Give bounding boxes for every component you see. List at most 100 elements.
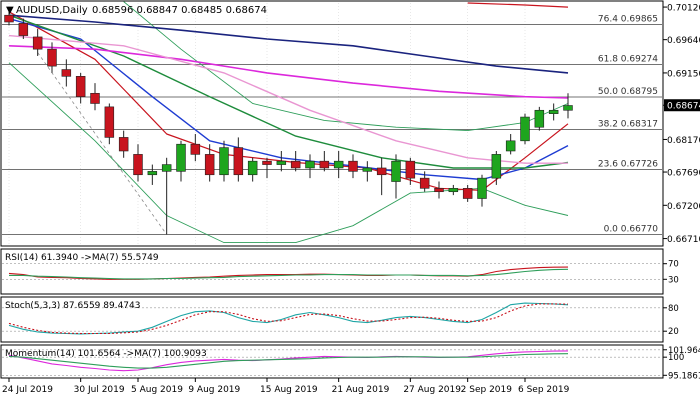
- candle-5: [75, 72, 86, 104]
- candle-body-19: [276, 160, 287, 165]
- candle-18: [262, 157, 272, 179]
- candle-9: [133, 144, 143, 182]
- candle-body-15: [219, 147, 229, 176]
- date-tick-label-6: 27 Aug 2019: [403, 385, 461, 395]
- candle-body-6: [90, 92, 100, 104]
- candle-6: [90, 83, 100, 111]
- date-tick-label-0: 24 Jul 2019: [2, 385, 53, 395]
- candle-14: [204, 144, 215, 182]
- candle-21: [305, 154, 315, 179]
- candle-body-34: [491, 154, 502, 179]
- candle-body-35: [505, 140, 516, 152]
- candle-26: [376, 157, 387, 196]
- candle-25: [362, 161, 373, 182]
- trend-dashed: [37, 52, 167, 235]
- moving-average-1: [8, 17, 569, 181]
- candle-39: [563, 93, 573, 119]
- candle-30: [434, 181, 444, 199]
- candle-body-2: [32, 36, 43, 50]
- candle-body-38: [548, 109, 559, 114]
- date-tick-label-4: 15 Aug 2019: [260, 385, 318, 395]
- candle-body-29: [419, 177, 430, 189]
- moving-average-4: [8, 45, 569, 99]
- candle-1: [18, 18, 29, 39]
- chart-header: ▼ AUDUSD,Daily 0.68596 0.68847 0.68485 0…: [6, 5, 267, 16]
- price-tick-label-7: 0.66710: [667, 235, 700, 245]
- candle-13: [190, 134, 201, 162]
- candle-body-5: [75, 76, 86, 97]
- date-tick-label-2: 5 Aug 2019: [131, 385, 183, 395]
- candle-body-9: [133, 154, 143, 176]
- date-tick-label-3: 9 Aug 2019: [188, 385, 240, 395]
- candle-body-8: [118, 137, 129, 152]
- bollinger-lower: [8, 62, 569, 244]
- rsi-tick-label-1: 30: [668, 275, 679, 285]
- candle-28: [405, 157, 416, 185]
- momentum-panel-frame: [0, 344, 664, 379]
- candle-body-14: [204, 154, 215, 176]
- candle-29: [419, 171, 430, 192]
- candle-body-22: [319, 160, 330, 169]
- fib-label-4: 23.6 0.67726: [598, 160, 658, 170]
- candle-body-3: [47, 48, 57, 67]
- last-price-box: [664, 99, 700, 112]
- candle-body-30: [434, 188, 444, 193]
- candle-8: [118, 130, 129, 158]
- candle-34: [491, 150, 502, 185]
- momentum-series-0: [8, 350, 569, 372]
- moving-average-3: [8, 14, 569, 74]
- fib-label-5: 0.0 0.66770: [604, 224, 659, 234]
- candle-body-0: [4, 14, 14, 23]
- candle-body-7: [104, 106, 115, 138]
- candle-body-28: [405, 160, 416, 179]
- candle-7: [104, 103, 115, 145]
- candle-37: [534, 106, 545, 131]
- candle-10: [147, 164, 158, 185]
- candle-body-20: [290, 160, 301, 169]
- candle-body-26: [376, 167, 387, 176]
- ohlc-values: 0.68596 0.68847 0.68485 0.68674: [92, 5, 267, 16]
- date-tick-label-1: 30 Jul 2019: [74, 385, 125, 395]
- date-tick-label-7: 2 Sep 2019: [461, 385, 513, 395]
- candle-16: [233, 137, 244, 182]
- candle-body-39: [563, 105, 573, 111]
- candle-body-1: [18, 23, 29, 36]
- candle-24: [348, 154, 358, 179]
- candle-20: [290, 150, 301, 172]
- candle-body-18: [262, 160, 272, 165]
- fib-label-2: 50.0 0.68795: [598, 87, 658, 97]
- candle-22: [319, 150, 330, 172]
- fib-label-0: 76.4 0.69865: [598, 14, 658, 24]
- candle-body-36: [520, 116, 530, 142]
- rsi-tick-label-0: 70: [668, 260, 679, 270]
- rsi-series-1: [9, 268, 569, 280]
- price-layer: 76.4 0.69865 61.8 0.69274 50.0 0.68795 38.2…: [2, 1, 662, 244]
- candle-body-27: [391, 160, 401, 182]
- moving-average-6: [467, 2, 569, 8]
- candle-19: [276, 150, 287, 172]
- candle-body-16: [233, 147, 244, 176]
- momentum-tick-label-1: 100: [668, 353, 684, 363]
- fib-label-1: 61.8 0.69274: [598, 55, 658, 65]
- candle-body-4: [61, 69, 72, 77]
- bollinger-upper: [123, 1, 569, 132]
- candle-3: [47, 42, 57, 73]
- candle-2: [32, 28, 43, 56]
- candle-body-21: [305, 160, 315, 169]
- stoch-title: Stoch(5,3,3) 87.6559 89.4743: [5, 301, 140, 311]
- momentum-tick-label-0: 101.9645: [668, 346, 700, 356]
- rsi-title: RSI(14) 61.3940 ->MA(7) 55.5749: [5, 253, 159, 263]
- symbol-label: AUDUSD,Daily: [16, 5, 88, 16]
- stoch-panel-frame: [0, 296, 664, 343]
- candle-32: [462, 184, 473, 202]
- stoch-layer: [2, 302, 662, 335]
- momentum-title: Momentum(14) 101.6564 ->MA(7) 100.9093: [5, 349, 207, 359]
- candle-15: [219, 140, 229, 182]
